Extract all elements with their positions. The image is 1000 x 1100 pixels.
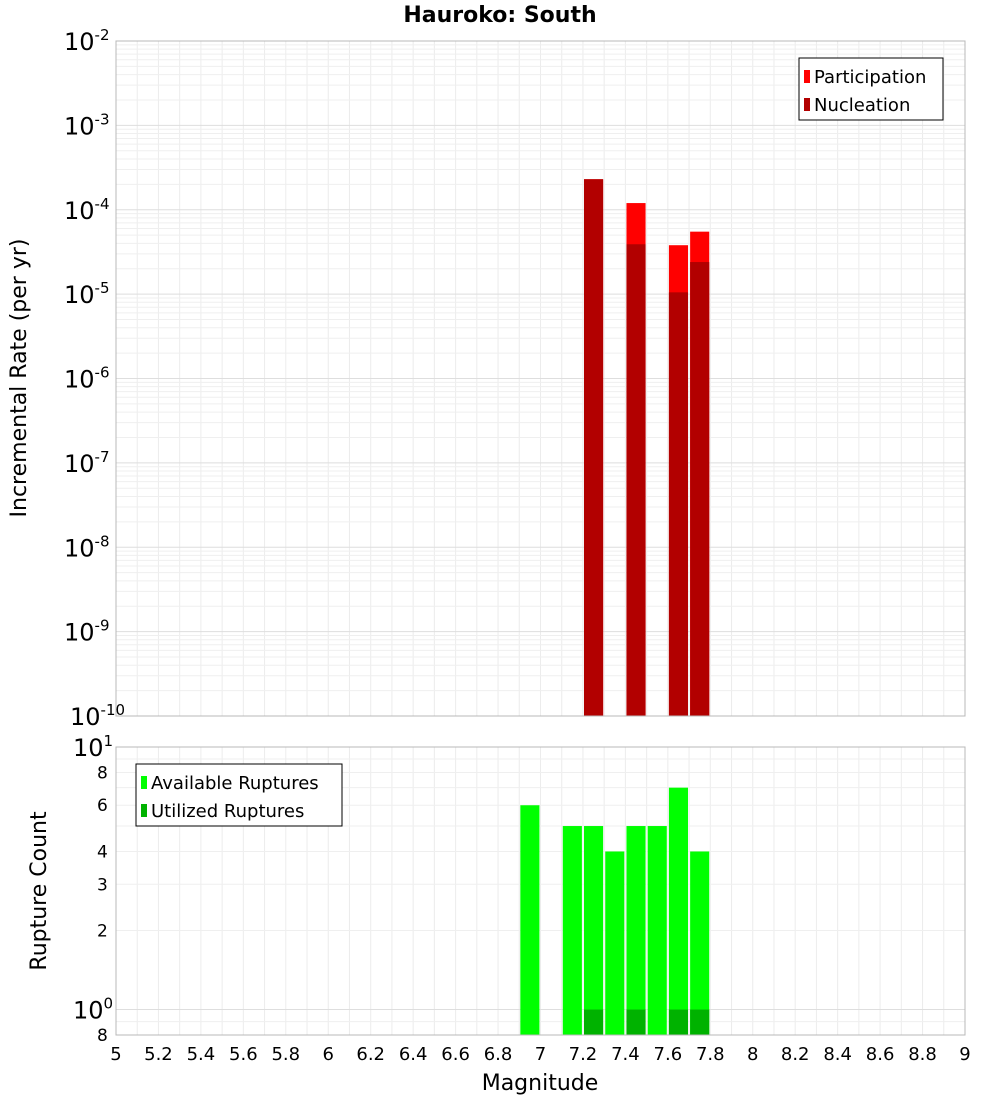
- x-tick-label: 8.6: [866, 1044, 895, 1065]
- bar-utilized-ruptures: [626, 1009, 646, 1035]
- bar-utilized-ruptures: [690, 1009, 710, 1035]
- x-tick-label: 5: [110, 1044, 121, 1065]
- y-tick-label: 10-3: [64, 110, 110, 140]
- bar-utilized-ruptures: [668, 1009, 689, 1035]
- y-tick-label: 101: [73, 732, 113, 762]
- x-tick-label: 7.4: [611, 1044, 640, 1065]
- x-axis: 5 5.2 5.4 5.6 5.8 6 6.2 6.4 6.6 6.8 7 7.2 7.4 7.6 7.8 8…: [110, 1044, 970, 1065]
- bar-nucleation: [626, 244, 646, 717]
- legend-label: Utilized Ruptures: [151, 801, 304, 822]
- x-tick-label: 5.4: [187, 1044, 216, 1065]
- x-tick-label: 8.4: [823, 1044, 852, 1065]
- y-tick-label: 6: [97, 796, 108, 816]
- y-tick-label: 8: [97, 1026, 108, 1046]
- y-tick-label: 10-5: [64, 279, 110, 309]
- bar-available-ruptures: [562, 826, 582, 1035]
- x-tick-label: 6.4: [399, 1044, 428, 1065]
- legend-swatch: [141, 804, 147, 817]
- bottom-y-axis-label: Rupture Count: [27, 811, 52, 971]
- y-tick-label: 2: [97, 922, 108, 942]
- legend-swatch: [804, 70, 810, 83]
- bar-utilized-ruptures: [584, 1009, 604, 1035]
- x-tick-label: 5.8: [271, 1044, 300, 1065]
- bar-available-ruptures: [690, 851, 710, 1035]
- legend-label: Available Ruptures: [151, 773, 319, 794]
- bar-nucleation: [668, 292, 689, 716]
- bar-available-ruptures: [584, 826, 604, 1035]
- x-tick-label: 6.6: [441, 1044, 470, 1065]
- legend-box: [798, 57, 944, 121]
- x-tick-label: 6.8: [484, 1044, 513, 1065]
- x-tick-label: 8.8: [908, 1044, 937, 1065]
- x-tick-label: 6: [323, 1044, 334, 1065]
- y-tick-label: 10-9: [64, 617, 110, 647]
- x-tick-label: 5.2: [144, 1044, 173, 1065]
- bar-available-ruptures: [605, 851, 625, 1035]
- chart-title: Hauroko: South: [403, 3, 596, 28]
- plot-frame: [115, 746, 966, 1036]
- plot-frame: [115, 40, 966, 717]
- x-tick-label: 6.2: [356, 1044, 385, 1065]
- bar-available-ruptures: [668, 787, 689, 1035]
- top-y-axis-label: Incremental Rate (per yr): [7, 239, 32, 518]
- x-tick-label: 8.2: [781, 1044, 810, 1065]
- x-tick-label: 7.2: [569, 1044, 598, 1065]
- x-tick-label: 7.6: [654, 1044, 683, 1065]
- y-tick-label: 10-4: [64, 195, 110, 225]
- y-tick-label: 3: [97, 875, 108, 895]
- legend-swatch: [804, 98, 810, 111]
- bar-available-ruptures: [520, 805, 540, 1035]
- x-tick-label: 8: [747, 1044, 758, 1065]
- x-tick-label: 9: [959, 1044, 970, 1065]
- y-tick-label: 10-2: [64, 26, 110, 56]
- bar-available-ruptures: [647, 826, 667, 1035]
- legend-box: [135, 763, 343, 827]
- bar-available-ruptures: [626, 826, 646, 1035]
- y-tick-label: 10-6: [64, 364, 110, 394]
- legend-label: Nucleation: [814, 95, 910, 116]
- legend-label: Participation: [814, 67, 926, 88]
- x-axis-label: Magnitude: [482, 1071, 599, 1096]
- x-tick-label: 5.6: [229, 1044, 258, 1065]
- y-tick-label: 10-10: [70, 701, 125, 731]
- y-tick-label: 10-8: [64, 532, 110, 562]
- y-tick-label: 10-7: [64, 448, 110, 478]
- legend-swatch: [141, 776, 147, 789]
- y-tick-label: 4: [97, 842, 108, 862]
- bar-nucleation: [690, 262, 710, 716]
- top-panel: 10-10 10-9 10-8 10-7 10-6 10-5 10-4 10-3 10-2 Par…: [64, 26, 966, 731]
- bar-nucleation: [584, 179, 604, 716]
- x-tick-label: 7: [535, 1044, 546, 1065]
- x-tick-label: 7.8: [696, 1044, 725, 1065]
- y-tick-label: 8: [97, 763, 108, 783]
- y-tick-label: 100: [73, 995, 113, 1025]
